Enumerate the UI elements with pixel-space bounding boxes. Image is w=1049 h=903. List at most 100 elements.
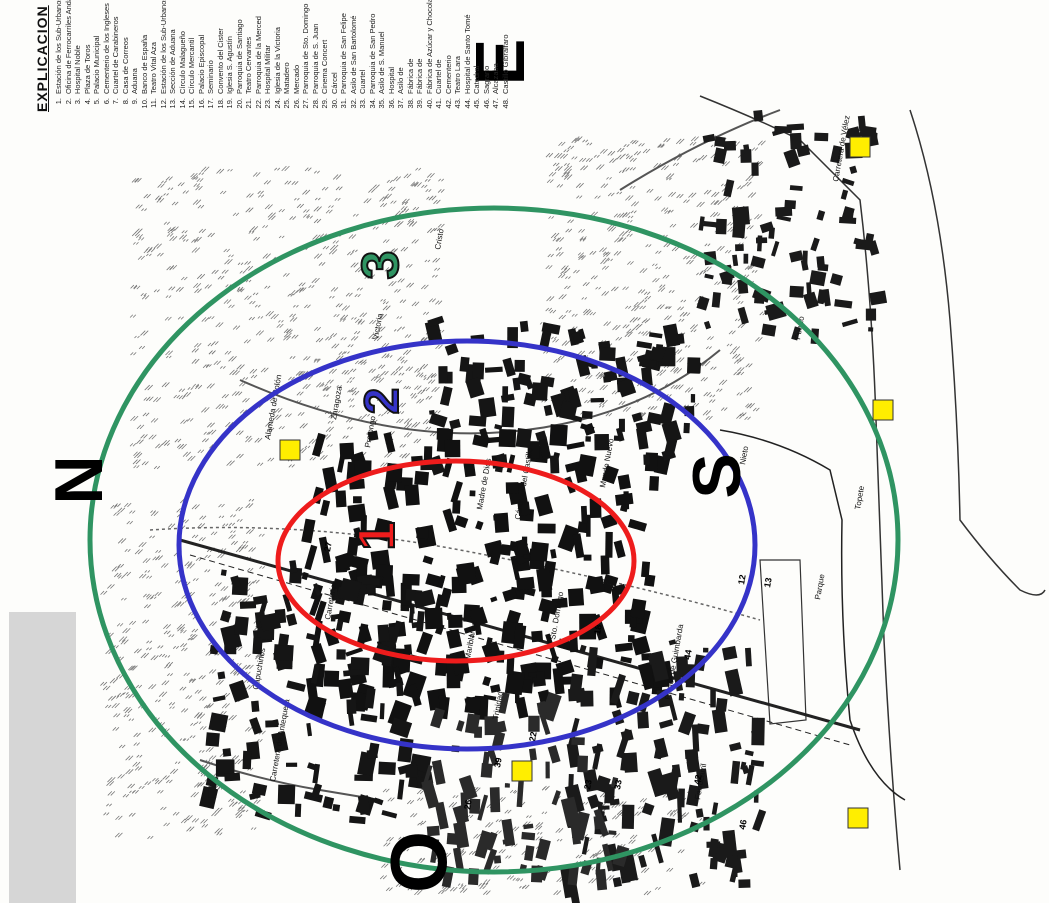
hatch-mark bbox=[526, 815, 532, 819]
hatch-mark bbox=[746, 225, 754, 230]
hatch-mark bbox=[556, 184, 564, 188]
hatch-mark bbox=[703, 266, 712, 272]
hatch-mark bbox=[306, 215, 313, 219]
hatch-mark bbox=[235, 506, 243, 512]
building-block bbox=[502, 838, 510, 845]
building-block bbox=[528, 672, 538, 678]
hatch-mark bbox=[198, 675, 206, 680]
legend-item: 48.Castillo Gibralfaro bbox=[500, 34, 510, 109]
hatch-mark bbox=[625, 155, 633, 160]
building-block bbox=[431, 759, 446, 785]
hatch-mark bbox=[398, 411, 405, 415]
hatch-mark bbox=[630, 210, 637, 214]
building-block bbox=[208, 786, 217, 798]
legend-item: 36.Hospital bbox=[386, 66, 396, 109]
hatch-mark bbox=[652, 263, 658, 267]
hatch-mark bbox=[703, 189, 712, 195]
hatch-mark bbox=[129, 510, 136, 514]
hatch-mark bbox=[198, 749, 205, 753]
hatch-mark bbox=[125, 693, 133, 699]
hatch-mark bbox=[737, 185, 745, 190]
legend-item: 4.Plaza de Toros bbox=[82, 44, 92, 105]
hatch-mark bbox=[448, 802, 458, 808]
hatch-mark bbox=[120, 597, 127, 601]
map-number-label: 26 bbox=[462, 799, 474, 811]
hatch-mark bbox=[641, 299, 648, 303]
hatch-mark bbox=[519, 885, 525, 889]
hatch-mark bbox=[736, 367, 745, 372]
hatch-mark bbox=[700, 377, 708, 382]
building-block bbox=[498, 692, 510, 714]
building-block bbox=[516, 372, 531, 387]
hatch-mark bbox=[137, 255, 145, 260]
hatch-mark bbox=[198, 172, 205, 176]
hatch-mark bbox=[194, 384, 203, 390]
hatch-mark bbox=[166, 233, 174, 237]
hatch-mark bbox=[183, 672, 190, 677]
hatch-mark bbox=[698, 154, 708, 161]
hatch-mark bbox=[167, 227, 175, 232]
hatch-mark bbox=[505, 855, 512, 859]
building-block bbox=[527, 441, 540, 459]
hatch-mark bbox=[420, 337, 428, 341]
hatch-mark bbox=[336, 384, 342, 388]
map-number-label: 22 bbox=[527, 731, 539, 743]
hatch-mark bbox=[122, 627, 131, 634]
hatch-mark bbox=[154, 699, 161, 703]
hatch-mark bbox=[293, 197, 300, 201]
hatch-mark bbox=[126, 520, 133, 525]
hatch-mark bbox=[133, 465, 140, 469]
map-number-label: 27 bbox=[322, 541, 334, 553]
building-block bbox=[627, 518, 648, 532]
building-block bbox=[335, 490, 347, 508]
building-block bbox=[493, 855, 502, 864]
hatch-mark bbox=[383, 409, 392, 415]
hatch-mark bbox=[643, 318, 651, 322]
hatch-mark bbox=[208, 669, 217, 674]
hatch-mark bbox=[403, 173, 412, 179]
building-block bbox=[676, 333, 685, 345]
hatch-mark bbox=[149, 535, 156, 539]
hatch-mark bbox=[377, 395, 385, 399]
hatch-mark bbox=[146, 647, 153, 651]
hatch-mark bbox=[118, 636, 128, 642]
hatch-mark bbox=[665, 173, 675, 179]
building-block bbox=[580, 690, 594, 707]
hatch-mark bbox=[169, 236, 178, 242]
hatch-mark bbox=[666, 177, 672, 181]
hatch-mark bbox=[382, 253, 391, 259]
building-block bbox=[620, 752, 636, 772]
hatch-mark bbox=[435, 300, 443, 305]
building-block bbox=[696, 295, 710, 311]
hatch-mark bbox=[332, 240, 339, 244]
hatch-mark bbox=[647, 847, 656, 853]
hatch-mark bbox=[552, 237, 560, 242]
hatch-mark bbox=[333, 313, 340, 318]
building-block bbox=[453, 821, 470, 849]
hatch-mark bbox=[183, 738, 190, 742]
hatch-mark bbox=[293, 304, 299, 308]
hatch-mark bbox=[368, 188, 376, 193]
building-block bbox=[523, 823, 534, 830]
building-block bbox=[535, 838, 551, 861]
building-block bbox=[289, 560, 298, 574]
hatch-mark bbox=[193, 358, 200, 362]
hatch-mark bbox=[547, 253, 554, 258]
building-block bbox=[714, 136, 726, 148]
hatch-mark bbox=[378, 364, 386, 369]
building-block bbox=[205, 732, 220, 747]
hatch-mark bbox=[688, 192, 697, 198]
hatch-mark bbox=[347, 389, 354, 393]
hatch-mark bbox=[385, 887, 393, 892]
hatch-mark bbox=[135, 684, 143, 689]
zone-label-1: 1 bbox=[348, 522, 406, 551]
hatch-mark bbox=[664, 306, 671, 309]
hatch-mark bbox=[197, 782, 205, 787]
hatch-mark bbox=[427, 379, 436, 384]
hatch-mark bbox=[622, 406, 631, 412]
hatch-mark bbox=[398, 372, 405, 376]
building-block bbox=[356, 623, 369, 648]
hatch-mark bbox=[170, 768, 179, 774]
building-block bbox=[424, 607, 443, 630]
